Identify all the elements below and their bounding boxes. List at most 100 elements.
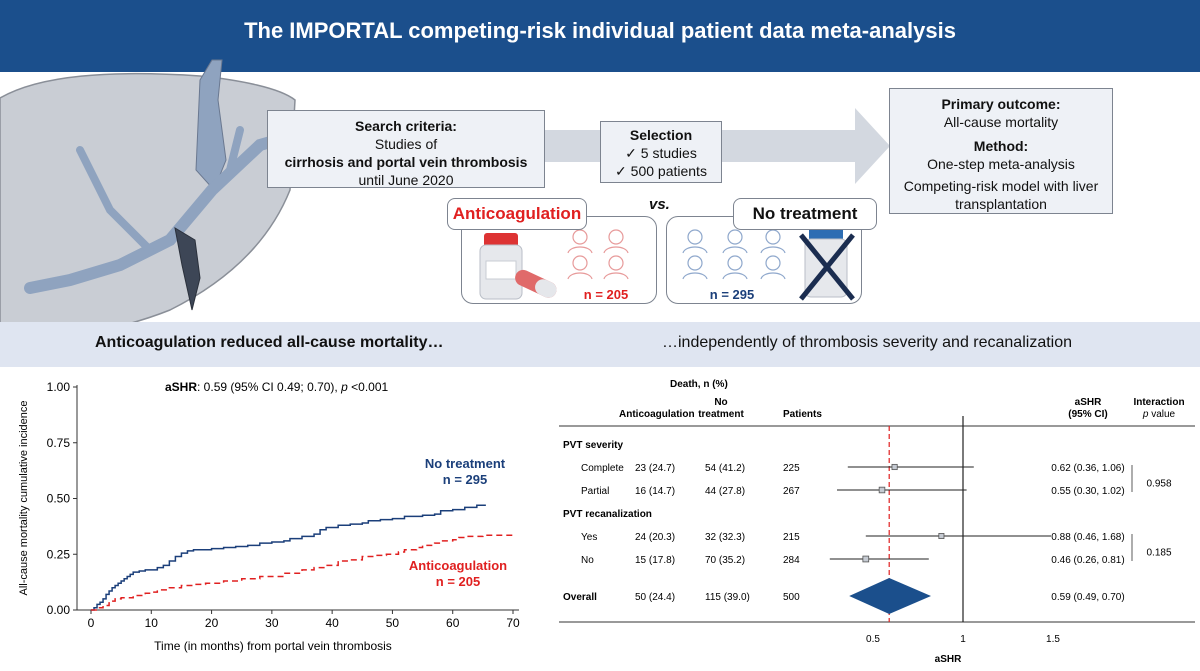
forest-overall-label: Overall: [563, 592, 597, 603]
anticoagulation-curve: [91, 534, 513, 611]
medicine-bottle-icon: [479, 233, 557, 300]
forest-x-axis-label: aSHR: [935, 654, 962, 665]
forest-row-label: Complete: [581, 463, 624, 474]
km-x-tick-label: 40: [325, 616, 339, 630]
no-treatment-series-label: No treatment: [425, 456, 506, 471]
forest-row-notreatment: 32 (32.3): [705, 532, 745, 543]
cumulative-incidence-chart: aSHR: 0.59 (95% CI 0.49; 0.70), p <0.001…: [18, 380, 520, 653]
forest-row-label: Partial: [581, 486, 609, 497]
anticoag-n: n = 205: [583, 287, 629, 302]
search-heading: Search criteria:: [355, 118, 457, 134]
method-text-3: transplantation: [955, 196, 1047, 212]
no-treatment-series-n: n = 295: [443, 472, 487, 487]
no-treatment-n: n = 295: [709, 287, 755, 302]
forest-overall-notreatment: 115 (39.0): [705, 592, 750, 603]
anticoagulation-panel: n = 205: [461, 216, 657, 304]
no-treatment-curve: [91, 504, 486, 611]
km-x-tick-label: 60: [446, 616, 460, 630]
selection-box: Selection ✓ 5 studies ✓ 500 patients: [600, 121, 722, 183]
forest-row-anticoag: 23 (24.7): [635, 463, 675, 474]
outcome-text: All-cause mortality: [943, 114, 1059, 130]
method-heading: Method:: [973, 138, 1029, 154]
method-text-1: One-step meta-analysis: [927, 156, 1075, 172]
selection-heading: Selection: [629, 127, 693, 143]
forest-overall-anticoag: 50 (24.4): [635, 592, 675, 603]
outcome-heading: Primary outcome:: [941, 96, 1061, 112]
forest-section-title: PVT recanalization: [563, 509, 652, 520]
method-text-2: Competing-risk model with liver: [903, 178, 1099, 194]
search-line-2: cirrhosis and portal vein thrombosis: [284, 154, 528, 170]
header-patients: Patients: [783, 409, 822, 420]
forest-point-estimate: [878, 486, 886, 494]
forest-row-ashr: 0.46 (0.26, 0.81): [1051, 555, 1124, 566]
header-no: No: [714, 397, 727, 408]
forest-x-tick-label: 1.5: [1046, 634, 1060, 645]
crossed-bottle-icon: [799, 227, 855, 301]
forest-overall-ashr: 0.59 (0.49, 0.70): [1051, 592, 1124, 603]
forest-row-anticoag: 15 (17.8): [635, 555, 675, 566]
forest-row-ashr: 0.62 (0.36, 1.06): [1051, 463, 1124, 474]
no-treatment-panel: n = 295: [666, 216, 862, 304]
liver-illustration: [0, 59, 300, 346]
forest-overall-diamond: [849, 578, 931, 614]
forest-point-estimate: [938, 533, 945, 539]
anticoag-series-label: Anticoagulation: [409, 558, 507, 573]
km-y-tick-label: 0.00: [47, 603, 71, 617]
header-interaction: Interaction: [1133, 397, 1184, 408]
km-x-tick-label: 50: [386, 616, 400, 630]
forest-row-label: No: [581, 555, 594, 566]
km-y-tick-label: 0.75: [47, 436, 71, 450]
forest-row-label: Yes: [581, 532, 597, 543]
band-left-text: Anticoagulation reduced all-cause mortal…: [95, 334, 444, 351]
km-x-tick-label: 30: [265, 616, 279, 630]
forest-row-patients: 225: [783, 463, 800, 474]
forest-row-ashr: 0.88 (0.46, 1.68): [1051, 532, 1124, 543]
forest-row-ashr: 0.55 (0.30, 1.02): [1051, 486, 1124, 497]
forest-section-title: PVT severity: [563, 440, 623, 451]
forest-row-patients: 267: [783, 486, 800, 497]
km-x-axis-label: Time (in months) from portal vein thromb…: [154, 639, 392, 653]
km-x-tick-label: 20: [205, 616, 219, 630]
search-criteria-box: Search criteria: Studies of cirrhosis an…: [267, 110, 545, 188]
vs-label: vs.: [649, 196, 670, 213]
outcome-method-box: Primary outcome: All-cause mortality Met…: [889, 88, 1113, 214]
header-anticoagulation: Anticoagulation: [619, 409, 695, 420]
header-treatment: treatment: [698, 409, 744, 420]
selection-item-patients: ✓ 500 patients: [615, 163, 707, 179]
forest-interaction-p: 0.958: [1146, 479, 1171, 490]
forest-point-estimate: [862, 555, 870, 563]
forest-row-notreatment: 44 (27.8): [705, 486, 745, 497]
km-x-tick-label: 0: [88, 616, 95, 630]
forest-overall-patients: 500: [783, 592, 800, 603]
title-bar: [0, 0, 1200, 72]
km-y-tick-label: 0.25: [47, 547, 71, 561]
header-p-value: p value: [1142, 409, 1176, 420]
forest-row-patients: 284: [783, 555, 800, 566]
header-ashr: aSHR: [1075, 397, 1102, 408]
km-x-tick-label: 70: [506, 616, 520, 630]
forest-x-tick-label: 1: [960, 634, 966, 645]
km-y-tick-label: 0.50: [47, 492, 71, 506]
patients-group-icon: [682, 229, 786, 280]
km-title: aSHR: 0.59 (95% CI 0.49; 0.70), p <0.001: [165, 380, 388, 394]
forest-row-notreatment: 70 (35.2): [705, 555, 745, 566]
forest-x-tick-label: 0.5: [866, 634, 880, 645]
anticoagulation-label: Anticoagulation: [447, 198, 587, 230]
forest-point-estimate: [891, 463, 898, 471]
forest-row-notreatment: 54 (41.2): [705, 463, 745, 474]
anticoag-series-n: n = 205: [436, 574, 480, 589]
search-line-1: Studies of: [374, 136, 438, 152]
forest-row-anticoag: 24 (20.3): [635, 532, 675, 543]
forest-row-patients: 215: [783, 532, 800, 543]
header-ci: (95% CI): [1068, 409, 1107, 420]
search-line-3: until June 2020: [358, 172, 454, 188]
no-treatment-label: No treatment: [733, 198, 877, 230]
page-title: The IMPORTAL competing-risk individual p…: [244, 18, 956, 43]
patients-group-icon: [567, 229, 629, 280]
selection-item-studies: ✓ 5 studies: [625, 145, 697, 161]
header-death: Death, n (%): [670, 379, 728, 390]
forest-row-anticoag: 16 (14.7): [635, 486, 675, 497]
km-y-axis-label: All-cause mortality cumulative incidence: [18, 400, 30, 595]
km-y-tick-label: 1.00: [47, 380, 71, 394]
band-right-text: …independently of thrombosis severity an…: [662, 334, 1073, 351]
